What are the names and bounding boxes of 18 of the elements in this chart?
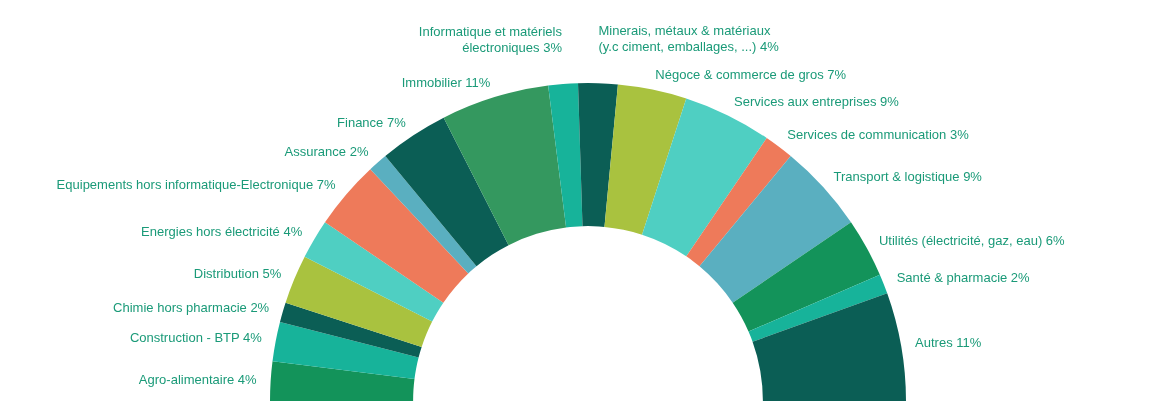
slice-label: Services de communication 3% — [787, 127, 970, 143]
slice-label: Santé & pharmacie 2% — [896, 270, 1031, 286]
slice-label: Agro-alimentaire 4% — [138, 371, 258, 387]
slice-label: Distribution 5% — [193, 265, 282, 281]
slice-label: Utilités (électricité, gaz, eau) 6% — [878, 232, 1066, 248]
slice-label: Chimie hors pharmacie 2% — [113, 299, 270, 315]
slice-label: Assurance 2% — [284, 143, 369, 159]
slice-label: Autres 11% — [915, 335, 982, 351]
slice-label: Immobilier 11% — [401, 75, 491, 91]
slice-label: Construction - BTP 4% — [129, 330, 263, 346]
slice-label: Minerais, métaux & matériaux (y.c ciment, emballages, ...) 4% — [598, 22, 780, 54]
slice-label: Equipements hors informatique-Electronique 7% — [56, 176, 336, 192]
slice-label: Transport & logistique 9% — [833, 169, 983, 185]
slice-label: Energies hors électricité 4% — [141, 223, 303, 239]
slice-label: Informatique et matériels électroniques 3% — [418, 23, 563, 55]
slice-label: Services aux entreprises 9% — [734, 94, 900, 110]
slice-label: Négoce & commerce de gros 7% — [655, 67, 847, 83]
slice-label: Finance 7% — [337, 115, 407, 131]
